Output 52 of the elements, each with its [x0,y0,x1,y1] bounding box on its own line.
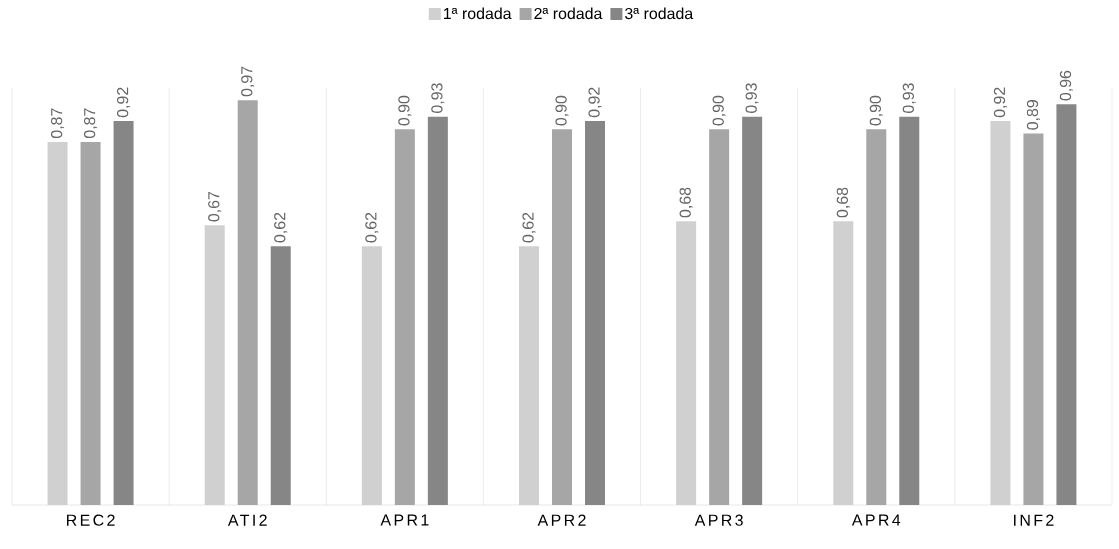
bar [204,225,225,505]
x-tick-label: APR1 [380,514,429,526]
data-label: 0,93 [902,83,916,114]
data-label: 0,87 [83,108,98,139]
data-label: 0,67 [208,191,222,222]
bar [990,121,1011,505]
bar [742,116,763,505]
bar [237,100,258,505]
bar [80,141,101,505]
bar [709,129,730,505]
bar [113,121,134,505]
data-label: 0,90 [555,95,569,126]
bar [899,116,920,505]
data-label: 0,97 [241,66,255,97]
bar [394,129,415,505]
bar [585,121,605,505]
bar [833,221,854,505]
data-label: 0,92 [116,87,131,118]
data-label: 0,92 [588,87,602,118]
x-tick-label: APR3 [694,514,743,526]
bar [47,141,68,505]
data-label: 0,96 [1059,70,1074,101]
data-label: 0,87 [50,108,65,139]
data-label: 0,62 [274,212,288,243]
x-tick-label: APR4 [851,514,901,526]
data-label: 0,89 [1026,100,1041,130]
bar [552,129,572,505]
x-tick-label: APR2 [537,514,586,526]
data-label: 0,68 [679,187,693,218]
x-tick-label: ATI2 [227,514,267,526]
bar [676,221,697,505]
data-label: 0,62 [365,212,379,243]
legend-label: 3ª rodada [625,7,694,20]
bar [866,129,887,505]
data-label: 0,93 [431,83,445,114]
bar [519,246,539,505]
data-label: 0,93 [745,83,759,114]
bar [270,246,291,505]
x-tick-label: INF2 [1014,514,1054,526]
data-label: 0,90 [869,95,883,126]
legend-label: 2ª rodada [534,7,603,20]
bar [361,246,382,505]
data-label: 0,62 [522,212,536,243]
x-tick-label: REC2 [67,514,115,526]
data-label: 0,68 [836,187,850,218]
data-label: 0,90 [398,95,412,126]
bar [427,116,448,505]
legend-label: 1ª rodada [443,7,512,20]
data-label: 0,92 [993,87,1008,118]
bar [1023,133,1044,505]
data-label: 0,90 [712,95,726,126]
bar [1056,104,1077,505]
